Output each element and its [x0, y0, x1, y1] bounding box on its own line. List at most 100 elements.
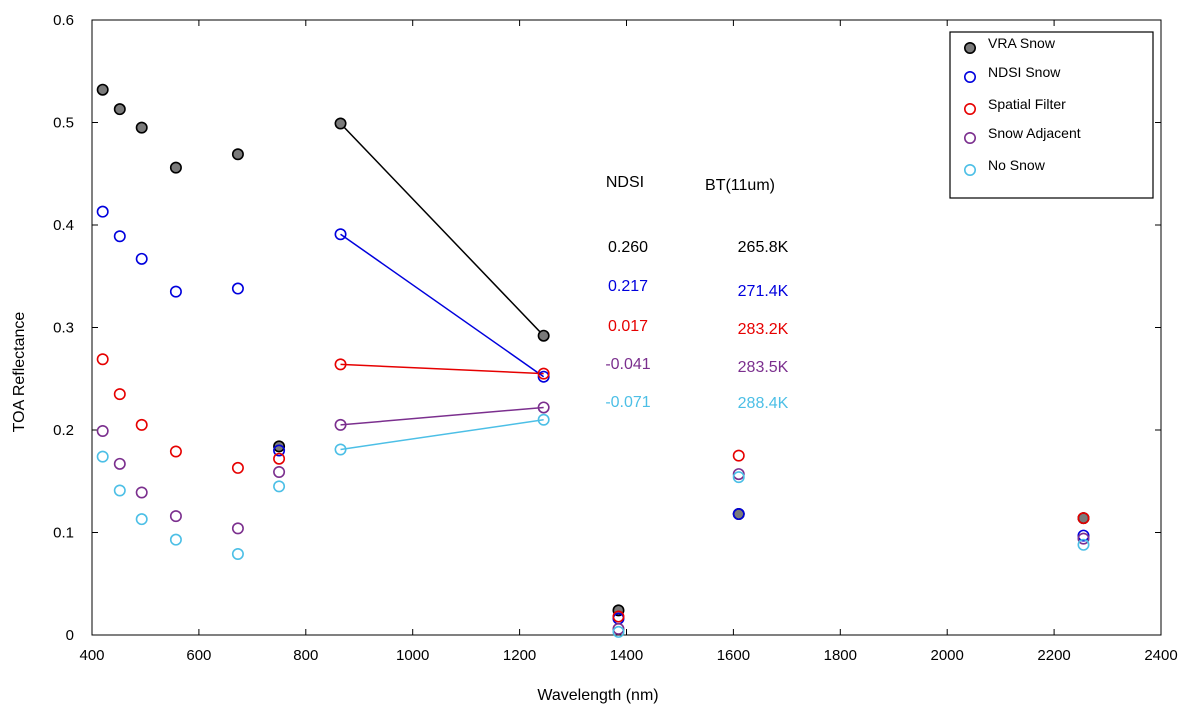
series-line-3 [340, 406, 544, 426]
data-point-series-2 [732, 449, 745, 462]
data-point-series-2 [612, 610, 625, 623]
legend-marker [963, 41, 976, 54]
data-point-series-2 [113, 388, 126, 401]
data-point-series-2 [169, 445, 182, 458]
x-tick-label: 2400 [1144, 647, 1177, 664]
annotation-bt-value: 288.4K [738, 395, 789, 412]
y-tick-label: 0.6 [53, 12, 74, 29]
legend-label: Spatial Filter [988, 96, 1066, 112]
x-axis-label: Wavelength (nm) [537, 687, 658, 704]
annotation-header-bt: BT(11um) [705, 177, 775, 194]
data-point-series-1 [732, 508, 745, 521]
data-point-series-0 [96, 83, 109, 96]
data-point-series-4 [96, 450, 109, 463]
y-tick-label: 0.5 [53, 115, 74, 132]
x-tick-labels: 400 600 800 1000 1200 1400 1600 1800 2000 2200 240… [79, 647, 1177, 664]
data-point-series-4 [135, 513, 148, 526]
annotation-ndsi-value: -0.041 [605, 356, 650, 373]
data-point-series-3 [1077, 532, 1090, 545]
data-point-series-4 [1077, 538, 1090, 551]
data-point-series-0 [231, 148, 244, 161]
series-lines [340, 123, 545, 451]
series-line-1 [340, 233, 545, 378]
data-point-series-1 [113, 230, 126, 243]
x-tick-label: 1600 [717, 647, 750, 664]
data-point-series-3 [169, 510, 182, 523]
y-tick-labels: 0 0.1 0.2 0.3 0.4 0.5 0.6 [53, 12, 74, 644]
data-point-series-4 [169, 533, 182, 546]
data-point-series-2 [334, 358, 347, 371]
data-point-series-1 [135, 252, 148, 265]
y-tick-label: 0.2 [53, 422, 74, 439]
data-point-series-0 [334, 117, 347, 130]
data-point-series-4 [113, 484, 126, 497]
data-point-series-3 [334, 418, 347, 431]
data-point-series-4 [612, 625, 625, 638]
legend-label: VRA Snow [988, 35, 1056, 51]
x-tick-label: 2000 [931, 647, 964, 664]
data-point-series-0 [169, 161, 182, 174]
data-point-series-1 [273, 444, 286, 457]
data-point-series-2 [537, 367, 550, 380]
data-point-series-1 [96, 205, 109, 218]
data-point-series-3 [231, 522, 244, 535]
data-point-series-3 [135, 486, 148, 499]
y-axis-label: TOA Reflectance [11, 312, 28, 433]
data-point-series-1 [169, 285, 182, 298]
series-line-4 [340, 419, 544, 451]
data-point-series-1 [537, 370, 550, 383]
data-point-series-0 [135, 121, 148, 134]
y-tick-label: 0 [66, 627, 74, 644]
data-point-series-3 [273, 466, 286, 479]
data-point-series-1 [334, 228, 347, 241]
data-point-series-2 [135, 418, 148, 431]
annotation-bt-value: 283.5K [738, 359, 789, 376]
data-point-series-1 [231, 282, 244, 295]
data-point-series-2 [273, 452, 286, 465]
legend-label: No Snow [988, 157, 1046, 173]
data-point-series-0 [113, 103, 126, 116]
y-tick-label: 0.1 [53, 525, 74, 542]
annotation-ndsi-value: 0.017 [608, 318, 648, 335]
legend-marker [963, 71, 976, 84]
x-tick-label: 800 [293, 647, 318, 664]
annotation-bt-value: 283.2K [738, 321, 789, 338]
annotation-ndsi-value: 0.260 [608, 239, 648, 256]
data-point-series-3 [96, 425, 109, 438]
x-tick-label: 1200 [503, 647, 536, 664]
legend-label: Snow Adjacent [988, 125, 1081, 141]
x-tick-label: 1800 [824, 647, 857, 664]
data-point-series-2 [96, 353, 109, 366]
legend-marker [963, 103, 976, 116]
data-point-series-4 [537, 413, 550, 426]
data-point-series-3 [732, 468, 745, 481]
legend: VRA Snow NDSI Snow Spatial Filter Snow Adja… [949, 31, 1154, 199]
legend-label: NDSI Snow [988, 64, 1061, 80]
annotation-ndsi-value: -0.071 [605, 394, 650, 411]
data-point-series-2 [231, 461, 244, 474]
x-tick-label: 1400 [610, 647, 643, 664]
data-point-series-4 [732, 471, 745, 484]
data-point-series-4 [231, 548, 244, 561]
y-tick-label: 0.3 [53, 320, 74, 337]
data-point-series-0 [612, 604, 625, 617]
data-point-series-0 [537, 329, 550, 342]
data-point-series-0 [273, 440, 286, 453]
data-point-series-2 [1077, 512, 1090, 525]
x-tick-label: 2200 [1037, 647, 1070, 664]
x-tick-label: 1000 [396, 647, 429, 664]
legend-marker [963, 132, 976, 145]
annotation-ndsi-value: 0.217 [608, 278, 648, 295]
annotation-header-ndsi: NDSI [606, 174, 644, 191]
legend-box [949, 31, 1154, 199]
data-point-series-4 [334, 443, 347, 456]
x-tick-label: 400 [79, 647, 104, 664]
ndsi-bt-annotation-table: NDSI BT(11um) 0.260 265.8K 0.217 271.4K 0.01… [605, 174, 788, 412]
series-line-0 [340, 123, 545, 337]
x-tick-label: 600 [186, 647, 211, 664]
data-point-series-3 [113, 457, 126, 470]
axis-ticks [91, 19, 1162, 636]
data-point-series-1 [1077, 529, 1090, 542]
y-tick-label: 0.4 [53, 217, 74, 234]
